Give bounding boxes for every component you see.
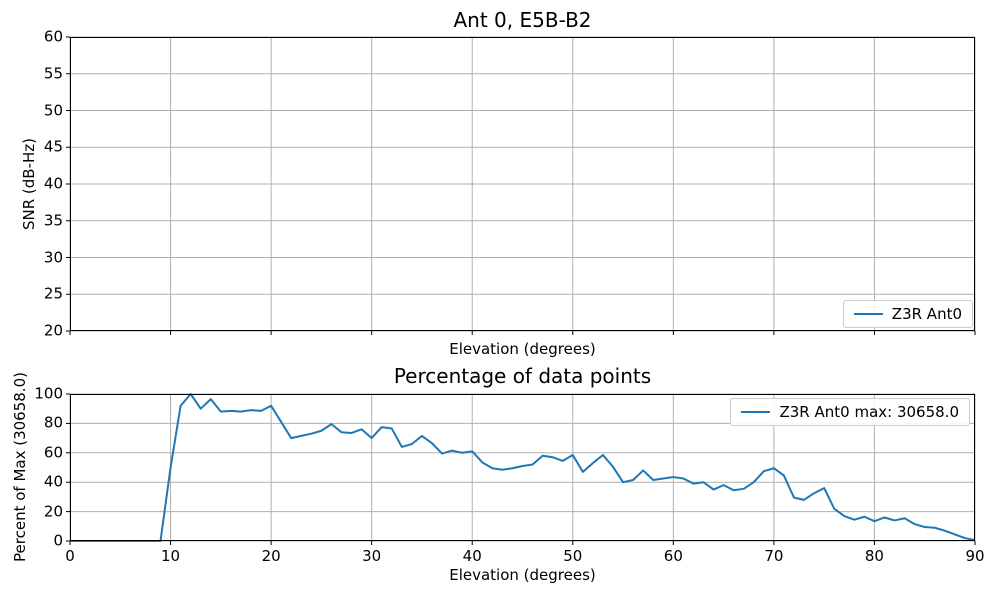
y-tick-label: 30 — [43, 248, 63, 266]
top-chart-legend: Z3R Ant0 — [842, 300, 973, 328]
axes-spines — [70, 37, 975, 331]
y-tick-label: 0 — [53, 531, 63, 550]
top-chart-plot-area — [66, 36, 976, 335]
y-tick-label: 50 — [43, 101, 63, 119]
y-tick-label: 55 — [43, 64, 63, 83]
top-chart-title: Ant 0, E5B-B2 — [453, 8, 592, 32]
x-tick-label: 10 — [161, 547, 181, 565]
bottom-chart-plot-area — [66, 393, 976, 545]
x-tick-label: 40 — [462, 547, 482, 565]
axes-spines — [70, 394, 975, 541]
x-tick-label: 80 — [864, 547, 884, 565]
bottom-chart-ylabel: Percent of Max (30658.0) — [11, 372, 29, 562]
y-tick-label: 80 — [43, 413, 63, 432]
tick-marks — [66, 393, 976, 545]
grid-lines — [69, 36, 976, 332]
y-tick-label: 20 — [43, 502, 63, 521]
y-tick-label: 40 — [43, 174, 63, 193]
y-tick-label: 25 — [43, 284, 63, 303]
y-tick-label: 60 — [43, 443, 63, 462]
y-tick-label: 100 — [34, 384, 63, 403]
data-line — [70, 393, 976, 542]
x-tick-label: 0 — [65, 547, 75, 565]
x-tick-label: 90 — [965, 547, 985, 565]
top-chart-xlabel: Elevation (degrees) — [449, 340, 596, 358]
y-tick-label: 45 — [43, 137, 63, 156]
x-tick-label: 20 — [261, 547, 281, 565]
x-tick-label: 30 — [362, 547, 382, 565]
bottom-chart-legend: Z3R Ant0 max: 30658.0 — [730, 398, 970, 426]
top-chart-ylabel: SNR (dB-Hz) — [20, 137, 38, 231]
tick-marks — [66, 36, 976, 335]
x-tick-label: 70 — [764, 547, 784, 565]
y-tick-label: 20 — [43, 321, 63, 340]
y-tick-label: 35 — [43, 211, 63, 230]
y-tick-label: 40 — [43, 472, 63, 491]
bottom-chart-title: Percentage of data points — [393, 364, 652, 388]
legend-line-icon — [853, 313, 883, 315]
y-tick-label: 60 — [43, 27, 63, 46]
bottom-legend-label: Z3R Ant0 max: 30658.0 — [779, 403, 959, 421]
legend-line-icon — [741, 411, 771, 413]
top-legend-label: Z3R Ant0 — [891, 305, 962, 323]
x-tick-label: 50 — [563, 547, 583, 565]
bottom-chart-xlabel: Elevation (degrees) — [449, 566, 596, 584]
x-tick-label: 60 — [663, 547, 683, 565]
